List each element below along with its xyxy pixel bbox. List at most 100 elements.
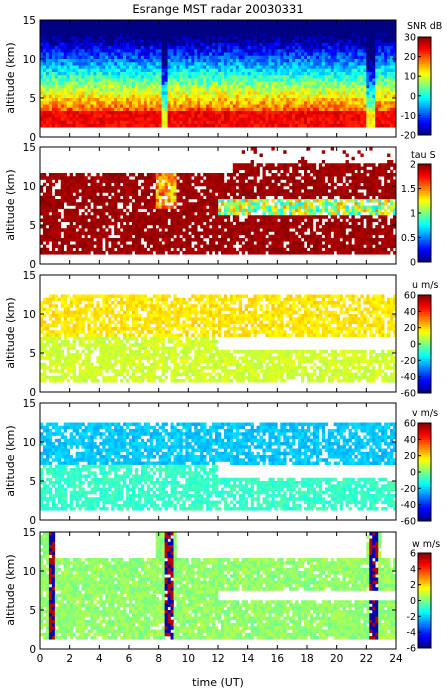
heat-cell: [327, 42, 332, 47]
heat-cell: [143, 72, 148, 76]
heat-cell: [378, 39, 382, 44]
heat-cell: [120, 111, 124, 115]
heat-cell: [149, 101, 154, 105]
heat-cell: [72, 29, 76, 34]
heat-cell: [158, 52, 162, 57]
heat-cell: [393, 59, 397, 63]
heat-cell: [298, 98, 302, 102]
heat-cell: [315, 39, 320, 44]
heat-cell: [93, 36, 97, 40]
heat-cell: [140, 176, 145, 180]
heat-cell: [57, 189, 62, 193]
colorbar-swatch: [418, 76, 431, 79]
heat-cell: [238, 26, 243, 31]
heat-cell: [226, 42, 231, 47]
heat-cell: [283, 46, 287, 50]
heat-cell: [312, 189, 317, 193]
heat-cell: [363, 55, 367, 60]
heat-cell: [194, 39, 198, 44]
heat-cell: [336, 39, 340, 44]
heat-cell: [345, 33, 349, 37]
heat-cell: [117, 42, 121, 47]
heat-cell: [333, 189, 337, 193]
heat-cell: [143, 42, 148, 47]
heat-cell: [327, 176, 332, 180]
heat-cell: [372, 186, 376, 190]
heat-cell: [90, 49, 94, 53]
heat-cell: [134, 117, 139, 122]
heat-cell: [51, 91, 56, 96]
heat-cell: [167, 33, 171, 37]
heat-cell: [271, 68, 275, 73]
heat-cell: [229, 78, 234, 83]
heat-cell: [87, 59, 91, 63]
heat-cell: [164, 173, 168, 177]
heat-cell: [42, 107, 47, 112]
heat-cell: [318, 186, 323, 190]
heat-cell: [298, 94, 302, 99]
heat-cell: [232, 182, 237, 187]
heat-cell: [155, 23, 159, 27]
heat-cell: [155, 120, 159, 125]
heat-cell: [393, 94, 397, 99]
heat-cell: [229, 72, 234, 76]
heat-cell: [357, 166, 361, 171]
heat-cell: [336, 85, 340, 89]
heat-cell: [87, 179, 91, 184]
heat-cell: [348, 114, 352, 118]
heat-cell: [197, 182, 201, 187]
heat-cell: [286, 36, 290, 40]
heat-cell: [384, 182, 388, 187]
heat-cell: [63, 26, 67, 31]
heat-cell: [357, 114, 361, 118]
heat-cell: [143, 75, 148, 79]
heat-cell: [232, 104, 237, 109]
heat-cell: [280, 29, 284, 34]
colorbar-swatch: [418, 108, 431, 111]
heat-cell: [117, 75, 121, 79]
heat-cell: [223, 104, 228, 109]
heat-cell: [173, 124, 177, 128]
heat-cell: [111, 104, 115, 109]
heat-cell: [126, 42, 130, 47]
heat-cell: [197, 62, 201, 66]
heat-cell: [369, 85, 373, 89]
heat-cell: [63, 42, 67, 47]
heat-cell: [40, 23, 44, 27]
heat-cell: [253, 120, 257, 125]
heat-cell: [318, 192, 323, 197]
heat-cell: [318, 52, 323, 57]
heat-cell: [170, 46, 174, 50]
heat-cell: [387, 111, 391, 115]
heat-cell: [378, 85, 382, 89]
heat-cell: [123, 59, 127, 63]
heat-cell: [393, 85, 397, 89]
heat-cell: [366, 91, 370, 96]
heat-cell: [179, 36, 183, 40]
heat-cell: [354, 98, 358, 102]
heat-cell: [330, 189, 334, 193]
heat-cell: [66, 94, 70, 99]
heat-cell: [274, 94, 278, 99]
heat-cell: [384, 173, 388, 177]
heat-cell: [108, 65, 112, 70]
heat-cell: [149, 72, 154, 76]
heat-cell: [348, 36, 352, 40]
heat-cell: [51, 94, 56, 99]
heat-cell: [223, 94, 228, 99]
heat-cell: [90, 117, 94, 122]
heat-cell: [339, 124, 343, 128]
heat-cell: [42, 192, 47, 197]
heat-cell: [140, 85, 145, 89]
heat-cell: [200, 62, 204, 66]
heat-cell: [51, 173, 56, 177]
heat-cell: [173, 39, 177, 44]
heat-cell: [161, 52, 165, 57]
heat-cell: [152, 101, 156, 105]
heat-cell: [318, 42, 323, 47]
heat-cell: [206, 117, 210, 122]
heat-cell: [309, 62, 314, 66]
heat-cell: [274, 85, 278, 89]
heat-cell: [173, 20, 177, 24]
